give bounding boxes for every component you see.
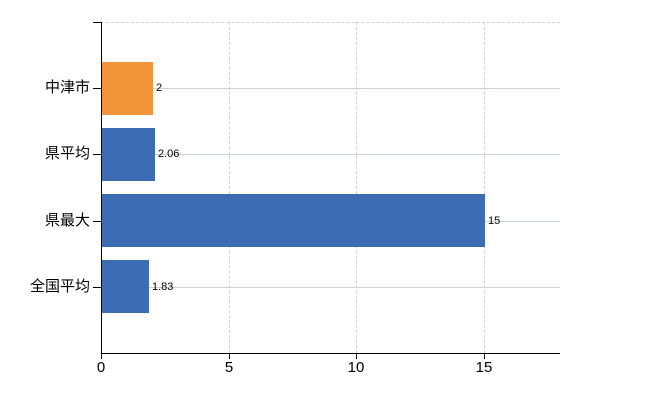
x-axis-tick: [101, 354, 102, 359]
bar-value-label: 15: [488, 215, 501, 227]
x-axis-tick: [484, 354, 485, 359]
horizontal-gridline: [101, 154, 560, 155]
plot-top-border: [101, 22, 560, 23]
bar-3[interactable]: [102, 194, 485, 247]
y-axis-tick: [93, 287, 101, 288]
x-axis-line: [101, 353, 560, 354]
vertical-gridline: [483, 22, 485, 353]
category-label: 県最大: [44, 212, 90, 229]
x-axis-tick-label: 15: [475, 359, 493, 376]
y-axis-tick: [93, 88, 101, 89]
bar-1[interactable]: [102, 62, 153, 115]
x-axis-tick: [229, 354, 230, 359]
vertical-gridline: [356, 22, 357, 353]
x-axis-tick: [356, 354, 357, 359]
horizontal-gridline: [101, 88, 560, 89]
bar-value-label: 2.06: [158, 148, 180, 160]
bar-4[interactable]: [102, 260, 149, 313]
horizontal-gridline: [101, 287, 560, 288]
x-axis-tick-label: 10: [347, 359, 365, 376]
bar-value-label: 1.83: [152, 281, 174, 293]
y-axis-line: [101, 22, 102, 354]
y-axis-end-tick: [93, 22, 101, 23]
category-label: 中津市: [44, 79, 90, 96]
category-label: 全国平均: [29, 278, 90, 295]
bar-2[interactable]: [102, 128, 155, 181]
x-axis-tick-label: 0: [96, 359, 106, 376]
y-axis-tick: [93, 221, 101, 222]
y-axis-tick: [93, 154, 101, 155]
category-label: 県平均: [44, 145, 90, 162]
bar-value-label: 2: [156, 82, 163, 94]
vertical-gridline: [228, 22, 230, 353]
x-axis-tick-label: 5: [224, 359, 234, 376]
